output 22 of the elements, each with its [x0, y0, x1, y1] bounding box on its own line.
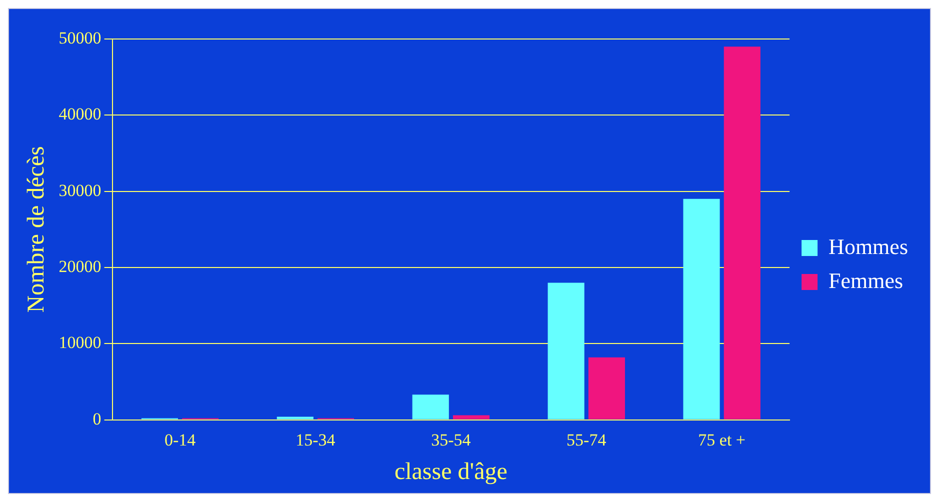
x-tick-label: 75 et +: [698, 430, 746, 450]
bar: [548, 282, 584, 420]
legend-label: Femmes: [828, 268, 904, 293]
x-tick-label: 55-74: [566, 430, 607, 450]
bar: [683, 198, 720, 420]
bar: [724, 46, 760, 420]
y-tick-label: 0: [92, 409, 102, 428]
bar: [588, 357, 625, 420]
y-tick-label: 30000: [58, 180, 102, 200]
x-tick-label: 15-34: [296, 430, 336, 450]
bar: [276, 416, 314, 420]
bar: [412, 394, 449, 420]
x-tick-label: 0-14: [164, 430, 196, 450]
y-tick-label: 50000: [58, 28, 102, 48]
y-axis-title: Nombre de décès: [24, 146, 50, 313]
y-tick-label: 40000: [58, 104, 102, 124]
x-axis-title: classe d'âge: [394, 458, 508, 485]
y-tick-label: 20000: [58, 256, 102, 276]
x-tick-label: 35-54: [431, 430, 472, 450]
legend-label: Hommes: [828, 234, 908, 259]
bar: [452, 415, 490, 420]
y-tick-label: 10000: [58, 333, 102, 352]
